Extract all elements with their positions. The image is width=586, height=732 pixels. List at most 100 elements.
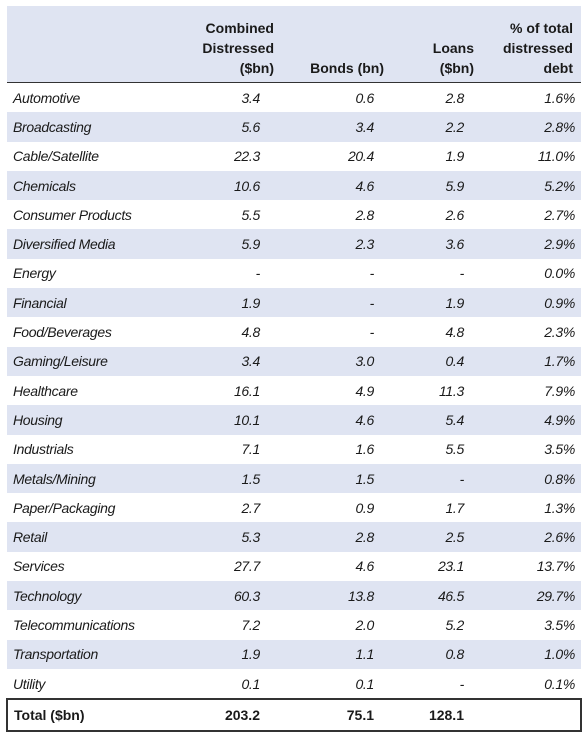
- cell-combined: 7.2: [241, 616, 260, 633]
- cell-loans: 46.5: [437, 587, 464, 604]
- table-body: Automotive 3.4 0.6 2.8 1.6% Broadcasting 5.6 3.…: [7, 82, 581, 700]
- cell-sector: Utility: [13, 675, 46, 692]
- cell-pct: 2.9%: [544, 236, 575, 253]
- cell-bonds: 1.1: [355, 646, 374, 663]
- header-sector: [7, 6, 182, 83]
- cell-loans: 3.6: [445, 236, 464, 253]
- table-row: Financial 1.9 - 1.9 0.9%: [7, 288, 581, 318]
- cell-loans: -: [459, 265, 465, 282]
- header-combined-line-1: Combined: [205, 20, 274, 36]
- cell-pct: 1.0%: [544, 646, 575, 663]
- cell-pct: 29.7%: [536, 587, 576, 604]
- cell-sector: Services: [13, 558, 65, 575]
- cell-pct: 2.7%: [544, 206, 575, 223]
- cell-sector: Consumer Products: [13, 206, 132, 223]
- cell-combined: 1.5: [241, 470, 260, 487]
- cell-loans: 11.3: [438, 382, 464, 399]
- table-row: Transportation 1.9 1.1 0.8 1.0%: [7, 639, 581, 669]
- cell-pct: 7.9%: [544, 382, 575, 399]
- cell-combined: 7.1: [241, 441, 260, 458]
- cell-pct: 2.3%: [544, 324, 575, 341]
- cell-bonds: 3.4: [355, 118, 374, 135]
- total-row: Total ($bn) 203.2 75.1 128.1: [6, 698, 582, 732]
- cell-bonds: 0.6: [355, 89, 374, 106]
- cell-combined: 0.1: [241, 675, 260, 692]
- cell-sector: Energy: [13, 265, 56, 282]
- table-row: Utility 0.1 0.1 - 0.1%: [7, 668, 581, 700]
- header-combined-distressed: Combined Distressed ($bn): [182, 6, 282, 83]
- cell-loans: 0.4: [445, 353, 464, 370]
- cell-pct: 2.8%: [544, 118, 575, 135]
- cell-bonds: 1.6: [355, 441, 374, 458]
- cell-sector: Technology: [13, 587, 82, 604]
- table-row: Consumer Products 5.5 2.8 2.6 2.7%: [7, 200, 581, 230]
- total-pct: [482, 698, 582, 732]
- table-row: Automotive 3.4 0.6 2.8 1.6%: [7, 82, 581, 113]
- table-row: Broadcasting 5.6 3.4 2.2 2.8%: [7, 112, 581, 142]
- header-row: Combined Distressed ($bn) Bonds (bn) Loa…: [7, 6, 581, 83]
- cell-bonds: 2.3: [355, 236, 374, 253]
- cell-combined: 27.7: [233, 558, 260, 575]
- cell-pct: 3.5%: [544, 616, 575, 633]
- cell-combined: 16.1: [233, 382, 260, 399]
- header-loans: Loans ($bn): [392, 6, 482, 83]
- cell-combined: 4.8: [241, 324, 260, 341]
- cell-loans: 2.8: [445, 89, 464, 106]
- cell-pct: 2.6%: [544, 529, 575, 546]
- table-row: Paper/Packaging 2.7 0.9 1.7 1.3%: [7, 493, 581, 523]
- cell-sector: Food/Beverages: [13, 324, 112, 341]
- cell-combined: 5.3: [241, 529, 260, 546]
- header-bonds-line-1: Bonds (bn): [310, 60, 384, 76]
- cell-pct: 1.6%: [544, 89, 575, 106]
- cell-sector: Paper/Packaging: [13, 499, 116, 516]
- cell-combined: 5.6: [241, 118, 260, 135]
- distressed-debt-table-container: Combined Distressed ($bn) Bonds (bn) Loa…: [6, 6, 582, 732]
- header-loans-line-1: Loans: [432, 40, 474, 56]
- cell-sector: Diversified Media: [13, 236, 116, 253]
- cell-pct: 1.7%: [544, 353, 575, 370]
- cell-bonds: 4.9: [355, 382, 374, 399]
- table-row: Cable/Satellite 22.3 20.4 1.9 11.0%: [7, 141, 581, 171]
- header-pct-line-3: debt: [543, 60, 573, 76]
- cell-pct: 13.7%: [536, 558, 576, 575]
- cell-combined: 10.6: [233, 177, 260, 194]
- table-row: Metals/Mining 1.5 1.5 - 0.8%: [7, 463, 581, 494]
- cell-bonds: 3.0: [355, 353, 374, 370]
- cell-pct: 11.0%: [537, 148, 575, 165]
- header-combined-line-3: ($bn): [239, 60, 274, 76]
- distressed-debt-table: Combined Distressed ($bn) Bonds (bn) Loa…: [6, 6, 582, 732]
- cell-combined: 5.5: [241, 206, 260, 223]
- cell-bonds: 2.8: [355, 206, 374, 223]
- cell-sector: Healthcare: [13, 382, 78, 399]
- cell-pct: 0.9%: [544, 294, 575, 311]
- cell-bonds: 0.1: [355, 675, 374, 692]
- cell-bonds: 1.5: [355, 470, 374, 487]
- cell-pct: 0.0%: [544, 265, 575, 282]
- table-row: Diversified Media 5.9 2.3 3.6 2.9%: [7, 229, 581, 259]
- cell-loans: 23.1: [437, 558, 464, 575]
- cell-sector: Housing: [13, 411, 63, 428]
- table-row: Healthcare 16.1 4.9 11.3 7.9%: [7, 375, 581, 406]
- header-bonds: Bonds (bn): [282, 6, 392, 83]
- cell-sector: Broadcasting: [13, 118, 92, 135]
- table-header: Combined Distressed ($bn) Bonds (bn) Loa…: [7, 6, 581, 83]
- cell-pct: 0.1%: [544, 675, 575, 692]
- table-row: Technology 60.3 13.8 46.5 29.7%: [7, 581, 581, 611]
- cell-loans: 5.5: [445, 441, 464, 458]
- cell-sector: Metals/Mining: [13, 470, 96, 487]
- cell-sector: Automotive: [13, 89, 81, 106]
- cell-loans: 4.8: [445, 324, 464, 341]
- cell-loans: 2.2: [445, 118, 464, 135]
- header-pct-line-1: % of total: [510, 20, 573, 36]
- cell-bonds: 2.8: [355, 529, 374, 546]
- table-row: Gaming/Leisure 3.4 3.0 0.4 1.7%: [7, 346, 581, 376]
- header-loans-line-2: ($bn): [439, 60, 474, 76]
- cell-bonds: -: [369, 294, 375, 311]
- cell-combined: 22.3: [233, 148, 260, 165]
- table-row: Retail 5.3 2.8 2.5 2.6%: [7, 522, 581, 552]
- cell-sector: Financial: [13, 294, 67, 311]
- cell-pct: 1.3%: [544, 499, 575, 516]
- cell-combined: 60.3: [233, 587, 260, 604]
- table-row: Services 27.7 4.6 23.1 13.7%: [7, 551, 581, 582]
- cell-pct: 0.8%: [544, 470, 575, 487]
